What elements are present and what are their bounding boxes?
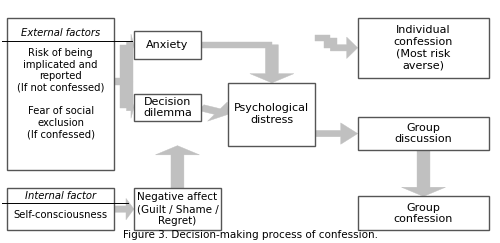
Polygon shape — [316, 123, 358, 144]
Text: Self-consciousness: Self-consciousness — [14, 210, 108, 220]
Text: Risk of being
implicated and
reported
(If not confessed)

Fear of social
exclusi: Risk of being implicated and reported (I… — [17, 48, 104, 139]
Polygon shape — [156, 146, 200, 188]
Text: Individual
confession
(Most risk
averse): Individual confession (Most risk averse) — [394, 26, 453, 70]
FancyBboxPatch shape — [134, 94, 201, 122]
Polygon shape — [114, 78, 126, 85]
Text: Group
discussion: Group discussion — [394, 123, 452, 144]
Text: External factors: External factors — [21, 28, 100, 38]
Polygon shape — [198, 102, 228, 121]
FancyBboxPatch shape — [358, 196, 490, 230]
Polygon shape — [120, 45, 133, 82]
Text: Internal factor: Internal factor — [25, 191, 96, 201]
Text: Anxiety: Anxiety — [146, 40, 188, 50]
Text: Figure 3. Decision-making process of confession.: Figure 3. Decision-making process of con… — [124, 230, 378, 240]
Text: Decision
dilemma: Decision dilemma — [143, 97, 192, 118]
Polygon shape — [330, 37, 357, 59]
FancyBboxPatch shape — [7, 188, 114, 230]
Polygon shape — [126, 97, 134, 118]
FancyBboxPatch shape — [358, 17, 490, 78]
FancyBboxPatch shape — [134, 188, 221, 230]
Polygon shape — [201, 42, 272, 48]
FancyBboxPatch shape — [7, 17, 114, 170]
Text: Group
confession: Group confession — [394, 202, 453, 224]
Polygon shape — [324, 38, 337, 48]
Polygon shape — [120, 82, 133, 108]
Polygon shape — [402, 150, 446, 196]
FancyBboxPatch shape — [228, 83, 316, 146]
Polygon shape — [126, 34, 134, 55]
Text: Negative affect
(Guilt / Shame /
Regret): Negative affect (Guilt / Shame / Regret) — [136, 192, 218, 226]
FancyBboxPatch shape — [358, 117, 490, 150]
Polygon shape — [114, 198, 134, 220]
Polygon shape — [250, 45, 294, 83]
FancyBboxPatch shape — [134, 31, 201, 59]
Text: Psychological
distress: Psychological distress — [234, 104, 310, 125]
Polygon shape — [316, 35, 330, 41]
